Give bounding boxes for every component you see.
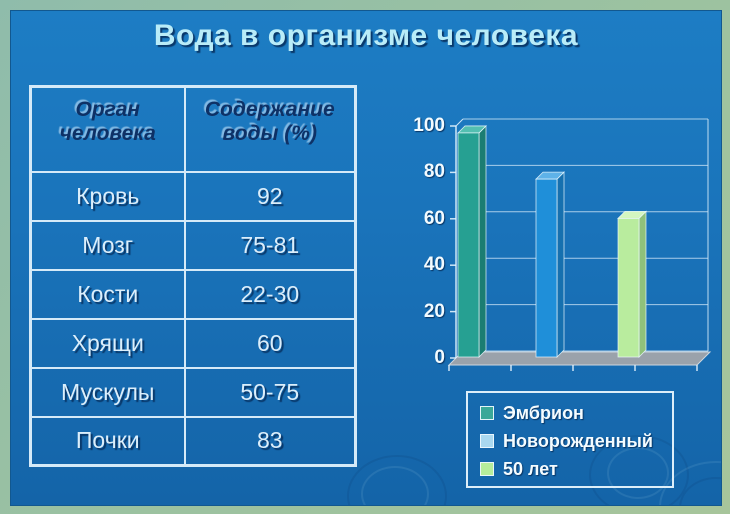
legend-swatch-icon <box>480 406 494 420</box>
organ-cell: Мозг <box>29 219 186 271</box>
bar-chart: 100 80 60 40 20 0 <box>401 91 719 391</box>
table-row: Хрящи 60 <box>29 317 357 369</box>
legend-label: 50 лет <box>503 458 558 479</box>
organ-cell: Почки <box>29 415 186 467</box>
legend-item: 50 лет <box>480 455 672 483</box>
chart-canvas <box>447 118 712 371</box>
bar-front-face <box>535 178 558 358</box>
bar-front-face <box>457 132 480 358</box>
y-axis-label: 40 <box>423 254 445 275</box>
chart-legend: Эмбрион Новорожденный 50 лет <box>466 391 674 488</box>
table-row: Мозг 75-81 <box>29 219 357 271</box>
slide-background: Вода в организме человека Орган человека… <box>10 10 722 506</box>
y-axis-label: 20 <box>423 301 445 322</box>
legend-label: Эмбрион <box>503 402 584 423</box>
water-ripple-icon <box>347 455 447 505</box>
organ-cell: Кости <box>29 268 186 320</box>
chart-floor <box>447 351 712 366</box>
bars <box>457 124 647 358</box>
y-axis-label: 100 <box>413 115 445 136</box>
organ-cell: Кровь <box>29 170 186 222</box>
page-title: Вода в организме человека <box>153 19 579 52</box>
water-cell: 92 <box>183 170 357 222</box>
table-row: Почки 83 <box>29 415 357 467</box>
y-axis-label: 0 <box>434 347 445 368</box>
legend-item: Эмбрион <box>480 399 672 427</box>
organ-cell: Хрящи <box>29 317 186 369</box>
bar-side-face <box>478 124 487 358</box>
legend-swatch-icon <box>480 434 494 448</box>
x-axis-ticks <box>448 365 698 371</box>
water-cell: 83 <box>183 415 357 467</box>
y-axis-label: 80 <box>423 161 445 182</box>
bar-front-face <box>617 218 640 358</box>
water-content-table: Орган человека Содержание воды (%) Кровь… <box>29 85 357 467</box>
legend-label: Новорожденный <box>503 430 653 451</box>
table-row: Мускулы 50-75 <box>29 366 357 418</box>
organ-cell: Мускулы <box>29 366 186 418</box>
water-header-cell: Содержание воды (%) <box>183 85 357 173</box>
bar-side-face <box>638 210 647 358</box>
gridlines <box>450 118 708 359</box>
bar-side-face <box>556 171 565 358</box>
organ-header-cell: Орган человека <box>29 85 186 173</box>
table-row: Кровь 92 <box>29 170 357 222</box>
table-header-row: Орган человека Содержание воды (%) <box>29 85 357 173</box>
legend-item: Новорожденный <box>480 427 672 455</box>
table-row: Кости 22-30 <box>29 268 357 320</box>
water-cell: 22-30 <box>183 268 357 320</box>
legend-swatch-icon <box>480 462 494 476</box>
water-cell: 50-75 <box>183 366 357 418</box>
y-axis-label: 60 <box>423 208 445 229</box>
y-axis-depth-line <box>455 118 464 127</box>
water-cell: 60 <box>183 317 357 369</box>
water-cell: 75-81 <box>183 219 357 271</box>
